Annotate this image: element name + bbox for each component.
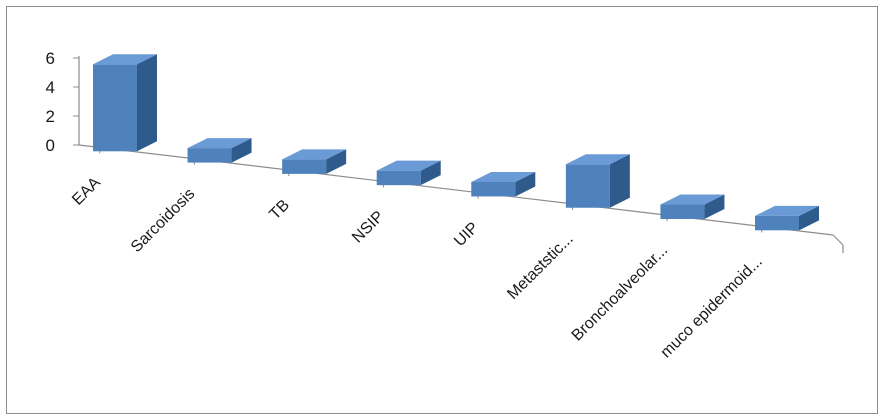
bar-top bbox=[187, 138, 252, 149]
bar bbox=[755, 205, 819, 231]
bar bbox=[282, 149, 347, 174]
bar-top bbox=[565, 154, 630, 165]
bar bbox=[660, 194, 725, 220]
bar bbox=[93, 54, 157, 152]
bar-top bbox=[660, 194, 725, 205]
bar-side bbox=[137, 54, 157, 152]
bar-top bbox=[93, 54, 157, 65]
y-tick-label: 4 bbox=[46, 78, 55, 97]
chart-area: 0 2 4 6 EAA Sarcoidosis TB NSIP UIP Metaststic...… bbox=[6, 6, 878, 414]
bar bbox=[565, 154, 630, 208]
bar-side bbox=[515, 171, 536, 197]
bar-side bbox=[704, 194, 725, 220]
bar-side bbox=[420, 160, 441, 186]
category-label: EAA bbox=[69, 174, 104, 209]
category-label: TB bbox=[266, 197, 292, 223]
category-label: UIP bbox=[451, 219, 482, 250]
bar-side bbox=[231, 138, 252, 163]
category-label: NSIP bbox=[349, 208, 387, 246]
bar bbox=[376, 160, 441, 186]
category-label: Metaststic... bbox=[504, 231, 576, 303]
bar-front bbox=[660, 204, 705, 220]
bar-front bbox=[282, 159, 327, 174]
bar-top bbox=[282, 149, 347, 160]
bar-front bbox=[755, 215, 799, 231]
bar-front bbox=[376, 170, 421, 186]
bar-top bbox=[376, 160, 441, 171]
y-tick-label: 2 bbox=[46, 107, 55, 126]
category-label: Sarcoidosis bbox=[128, 185, 199, 256]
x-axis-end bbox=[832, 234, 844, 246]
y-tick-label: 0 bbox=[46, 136, 55, 155]
bar-front bbox=[93, 64, 137, 152]
bar-side bbox=[326, 149, 347, 174]
bar-front bbox=[471, 181, 516, 197]
category-label: muco epidermoid... bbox=[658, 253, 766, 361]
bar-side bbox=[609, 154, 630, 208]
bar bbox=[471, 171, 536, 197]
category-label: Bronchoalveolar... bbox=[569, 242, 672, 345]
bar-side bbox=[799, 205, 819, 231]
bar-top bbox=[755, 205, 819, 216]
bar bbox=[187, 138, 252, 163]
bar-top bbox=[471, 171, 536, 182]
bar-front bbox=[187, 148, 232, 163]
bar-chart: 0 2 4 6 EAA Sarcoidosis TB NSIP UIP Metaststic...… bbox=[46, 49, 844, 361]
bar-front bbox=[565, 164, 610, 208]
bars bbox=[93, 54, 819, 231]
y-tick-label: 6 bbox=[46, 49, 55, 68]
